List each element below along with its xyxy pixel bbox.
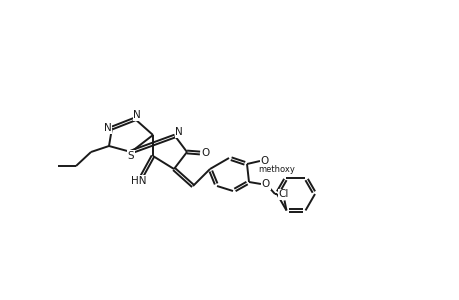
Text: N: N	[104, 123, 112, 133]
Text: O: O	[260, 156, 269, 166]
Text: Cl: Cl	[278, 190, 288, 200]
Text: N: N	[175, 127, 183, 137]
Text: N: N	[133, 110, 140, 120]
Text: methoxy: methoxy	[258, 164, 295, 173]
Text: HN: HN	[131, 176, 146, 186]
Text: O: O	[261, 179, 269, 189]
Text: O: O	[202, 148, 210, 158]
Text: S: S	[128, 151, 134, 161]
